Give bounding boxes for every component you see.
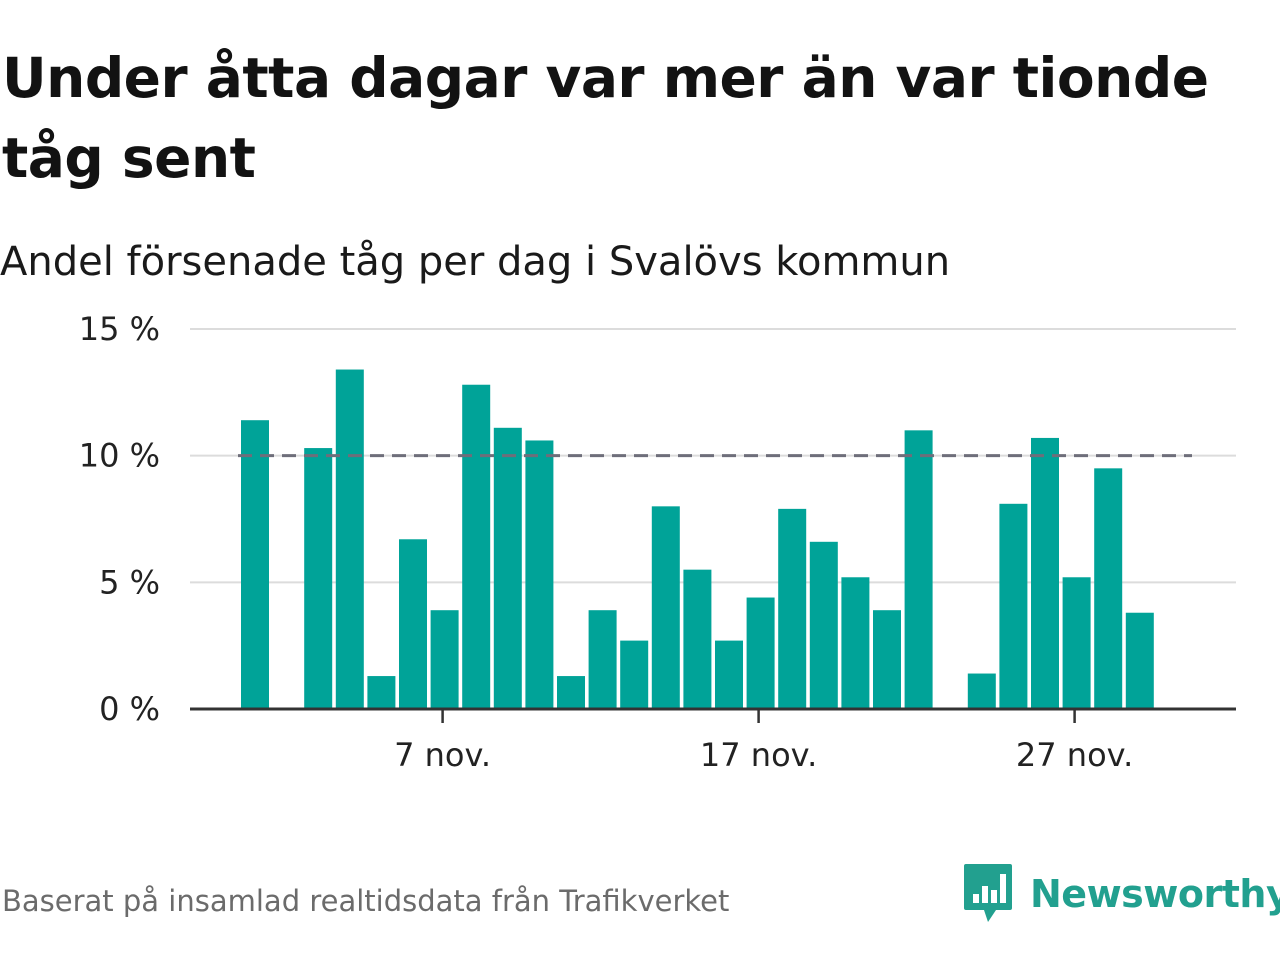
newsworthy-logo-icon [964,864,1012,922]
bar [462,384,491,709]
bar [557,676,585,709]
bar [335,369,364,709]
x-tick-label: 17 nov. [700,736,817,774]
logo-wordmark: Newsworthy [1030,872,1280,916]
bar-chart: 0 % 5 % 10 % 15 % 7 nov. 17 nov. 27 nov. [79,310,1236,774]
bar [904,430,933,709]
bar [967,673,996,709]
bar [746,597,775,709]
bar [1031,437,1059,709]
bar [620,640,649,709]
bar [651,506,680,709]
bar [399,539,427,709]
bar [999,503,1028,709]
bar [1125,612,1154,709]
source-note: Baserat på insamlad realtidsdata från Tr… [2,884,730,918]
bar [1094,468,1123,709]
bar [588,610,617,709]
bars [241,369,1154,709]
bar [841,577,870,709]
bar [493,427,522,709]
bar [525,440,554,709]
bar [809,541,838,709]
bar [715,640,743,709]
bar [778,508,807,709]
x-tick-label: 27 nov. [1016,736,1133,774]
y-tick-label: 5 % [99,563,160,601]
x-tick-label: 7 nov. [394,736,491,774]
bar [1062,577,1091,709]
bar [873,610,901,709]
y-tick-label: 10 % [79,437,160,475]
chart-subtitle: Andel försenade tåg per dag i Svalövs ko… [0,239,951,285]
bar [241,420,269,709]
y-tick-label: 0 % [99,690,160,728]
axes [190,707,1236,723]
bar [430,610,459,709]
bar [683,569,712,709]
bar [367,676,396,709]
chart-title: Under åtta dagar var mer än var tionde t… [2,46,1209,190]
bar [304,448,333,709]
tick-labels: 0 % 5 % 10 % 15 % 7 nov. 17 nov. 27 nov. [79,310,1134,774]
newsworthy-logo: Newsworthy [962,862,1280,926]
y-tick-label: 15 % [79,310,160,348]
